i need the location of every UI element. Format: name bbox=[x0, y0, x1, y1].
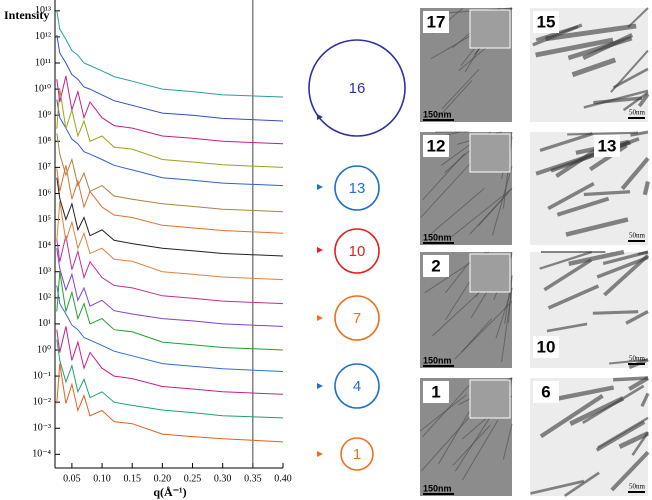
curve bbox=[57, 178, 283, 256]
y-tick-label: 10⁸ bbox=[38, 136, 52, 147]
annotation-label: 4 bbox=[353, 378, 361, 395]
curve bbox=[57, 11, 283, 97]
scale-label: 150nm bbox=[423, 355, 452, 365]
curve bbox=[57, 35, 283, 121]
panel-label: 12 bbox=[427, 136, 446, 155]
annotation-arrow bbox=[317, 247, 323, 253]
curve bbox=[57, 89, 283, 167]
y-tick-label: 10⁶ bbox=[38, 188, 52, 199]
y-tick-label: 10¹³ bbox=[35, 5, 51, 16]
fiber bbox=[593, 312, 638, 314]
annotation-label: 10 bbox=[349, 243, 366, 260]
x-tick-label: 0.30 bbox=[214, 473, 232, 484]
annotation-label: 13 bbox=[349, 180, 366, 197]
fiber bbox=[613, 378, 648, 380]
curve bbox=[57, 272, 283, 350]
y-tick-label: 10⁻¹ bbox=[33, 370, 51, 381]
curve bbox=[57, 133, 283, 211]
curve bbox=[57, 236, 283, 304]
y-tick-label: 10⁻³ bbox=[33, 423, 51, 434]
x-tick-label: 0.35 bbox=[244, 473, 262, 484]
x-tick-label: 0.05 bbox=[63, 473, 81, 484]
x-tick-label: 0.15 bbox=[123, 473, 141, 484]
inset bbox=[470, 380, 510, 418]
curve bbox=[57, 165, 283, 233]
figure: Intensity q(Å⁻¹) 10¹³10¹²10¹¹10¹⁰10⁹10⁸1… bbox=[0, 0, 652, 500]
panel-label: 10 bbox=[537, 337, 556, 356]
x-tick-label: 0.10 bbox=[93, 473, 111, 484]
x-tick-label: 0.20 bbox=[154, 473, 172, 484]
y-tick-label: 10¹ bbox=[38, 318, 51, 329]
annotation-arrow bbox=[317, 184, 323, 190]
y-tick-label: 10² bbox=[38, 292, 51, 303]
panel-label: 17 bbox=[427, 12, 446, 31]
y-tick-label: 10⁷ bbox=[38, 162, 52, 173]
panel-label: 6 bbox=[541, 382, 550, 401]
curve bbox=[57, 285, 283, 371]
y-tick-label: 10⁵ bbox=[38, 214, 52, 225]
panel-label: 2 bbox=[431, 256, 440, 275]
curve bbox=[57, 201, 283, 279]
y-tick-label: 10⁹ bbox=[38, 109, 52, 120]
inset bbox=[470, 134, 510, 172]
scale-label: 50nm bbox=[629, 232, 646, 240]
panel-label: 13 bbox=[598, 136, 617, 155]
y-tick-label: 10¹¹ bbox=[35, 57, 51, 68]
curve bbox=[57, 364, 283, 442]
y-tick-label: 10⁰ bbox=[37, 344, 51, 355]
scale-label: 150nm bbox=[423, 232, 452, 242]
y-tick-label: 10⁻² bbox=[33, 396, 51, 407]
x-axis-label: q(Å⁻¹) bbox=[153, 485, 186, 499]
curve bbox=[57, 326, 283, 394]
annotation-arrow bbox=[317, 315, 323, 321]
scale-label: 50nm bbox=[629, 355, 646, 363]
inset bbox=[470, 254, 510, 292]
curve bbox=[57, 248, 283, 326]
curve bbox=[57, 76, 283, 144]
y-tick-label: 10¹⁰ bbox=[34, 83, 51, 94]
annotation-label: 16 bbox=[349, 80, 366, 97]
scale-label: 150nm bbox=[423, 109, 452, 119]
y-tick-label: 10³ bbox=[38, 266, 51, 277]
x-tick-label: 0.40 bbox=[274, 473, 292, 484]
panel-label: 15 bbox=[537, 12, 556, 31]
scale-label: 150nm bbox=[423, 483, 452, 493]
curve bbox=[57, 340, 283, 418]
y-tick-label: 10⁻⁴ bbox=[32, 449, 51, 460]
scale-label: 50nm bbox=[629, 483, 646, 491]
panel-label: 1 bbox=[431, 382, 440, 401]
x-tick-label: 0.25 bbox=[184, 473, 202, 484]
y-tick-label: 10¹² bbox=[35, 31, 51, 42]
annotation-label: 7 bbox=[353, 310, 361, 327]
annotation-label: 1 bbox=[353, 446, 361, 463]
annotation-arrow bbox=[317, 383, 323, 389]
y-tick-label: 10⁴ bbox=[38, 240, 52, 251]
annotation-arrow bbox=[317, 451, 323, 457]
inset bbox=[470, 10, 510, 48]
scale-label: 50nm bbox=[629, 109, 646, 117]
